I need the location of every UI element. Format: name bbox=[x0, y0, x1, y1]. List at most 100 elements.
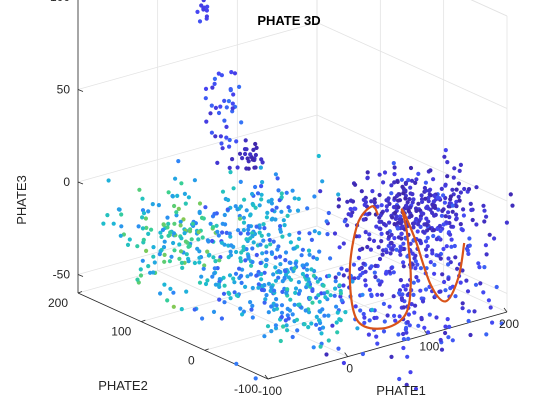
data-point bbox=[222, 118, 227, 123]
data-point bbox=[510, 203, 515, 208]
data-point bbox=[414, 208, 419, 213]
z-tick-mark bbox=[77, 89, 84, 92]
data-point bbox=[317, 231, 322, 236]
data-point bbox=[411, 225, 416, 230]
data-point bbox=[428, 168, 433, 173]
data-point bbox=[220, 230, 225, 235]
data-point bbox=[304, 273, 309, 278]
data-point bbox=[220, 221, 225, 226]
data-point bbox=[392, 180, 397, 185]
data-point bbox=[466, 309, 471, 314]
data-point bbox=[406, 209, 411, 214]
data-point bbox=[240, 156, 245, 161]
data-point bbox=[320, 325, 326, 330]
data-point bbox=[312, 229, 317, 234]
trajectory-line bbox=[348, 205, 466, 330]
data-point bbox=[279, 303, 285, 308]
data-point bbox=[438, 256, 443, 261]
data-point bbox=[258, 260, 263, 266]
data-point bbox=[401, 305, 406, 310]
data-point bbox=[441, 246, 446, 252]
data-point bbox=[273, 265, 278, 270]
data-point bbox=[201, 0, 206, 3]
data-point bbox=[231, 276, 236, 281]
x-tick-label: 100 bbox=[419, 339, 439, 353]
data-point bbox=[392, 313, 397, 318]
data-point bbox=[118, 233, 123, 238]
data-point bbox=[443, 182, 448, 187]
data-point bbox=[317, 326, 322, 332]
data-point bbox=[418, 288, 423, 293]
data-point bbox=[397, 290, 402, 296]
data-point bbox=[228, 249, 233, 254]
data-point bbox=[266, 310, 271, 315]
data-point bbox=[152, 260, 157, 265]
data-point bbox=[135, 244, 140, 249]
data-point bbox=[357, 266, 362, 272]
data-point bbox=[416, 222, 421, 227]
data-point bbox=[350, 210, 355, 215]
data-point bbox=[360, 292, 365, 297]
data-point bbox=[367, 211, 372, 216]
data-point bbox=[427, 312, 432, 317]
data-point bbox=[311, 273, 316, 278]
scatter-points bbox=[101, 0, 515, 392]
data-point bbox=[420, 299, 426, 304]
data-point bbox=[269, 329, 274, 334]
data-point bbox=[272, 288, 277, 293]
data-point bbox=[379, 292, 384, 297]
data-point bbox=[267, 237, 272, 243]
data-point bbox=[208, 221, 213, 226]
data-point bbox=[443, 330, 448, 336]
data-point bbox=[220, 146, 225, 151]
data-point bbox=[287, 232, 292, 237]
data-point bbox=[286, 275, 292, 280]
data-point bbox=[474, 185, 479, 190]
data-point bbox=[230, 157, 235, 162]
data-point bbox=[422, 325, 427, 330]
data-point bbox=[183, 239, 188, 244]
data-point bbox=[144, 248, 149, 253]
data-point bbox=[184, 252, 189, 257]
data-point bbox=[162, 282, 167, 287]
data-point bbox=[300, 263, 305, 268]
data-point bbox=[208, 111, 213, 116]
data-point bbox=[116, 207, 121, 212]
data-point bbox=[243, 258, 248, 263]
data-point bbox=[179, 307, 184, 312]
data-point bbox=[203, 86, 209, 91]
data-point bbox=[467, 236, 472, 241]
data-point bbox=[445, 160, 450, 165]
data-point bbox=[250, 259, 255, 265]
data-point bbox=[362, 320, 367, 325]
data-point bbox=[269, 250, 274, 255]
data-point bbox=[314, 256, 320, 261]
data-point bbox=[408, 185, 413, 190]
data-point bbox=[508, 192, 513, 197]
data-point bbox=[417, 238, 422, 243]
data-point bbox=[306, 277, 311, 282]
data-point bbox=[332, 293, 337, 298]
data-point bbox=[276, 275, 281, 280]
data-point bbox=[172, 221, 177, 226]
data-point bbox=[197, 19, 203, 24]
data-point bbox=[264, 257, 269, 262]
data-point bbox=[422, 185, 427, 191]
data-point bbox=[348, 206, 353, 212]
data-point bbox=[374, 315, 379, 320]
data-point bbox=[197, 260, 202, 265]
data-point bbox=[253, 376, 258, 381]
data-point bbox=[370, 189, 375, 194]
data-point bbox=[206, 239, 211, 244]
data-point bbox=[352, 206, 357, 211]
data-point bbox=[287, 208, 292, 213]
data-point bbox=[197, 210, 202, 216]
data-point bbox=[261, 222, 266, 227]
data-point bbox=[302, 322, 307, 327]
data-point bbox=[305, 206, 310, 211]
data-point bbox=[258, 242, 263, 247]
data-point bbox=[284, 291, 289, 296]
data-point bbox=[380, 252, 385, 257]
data-point bbox=[465, 289, 471, 294]
data-point bbox=[241, 244, 246, 249]
